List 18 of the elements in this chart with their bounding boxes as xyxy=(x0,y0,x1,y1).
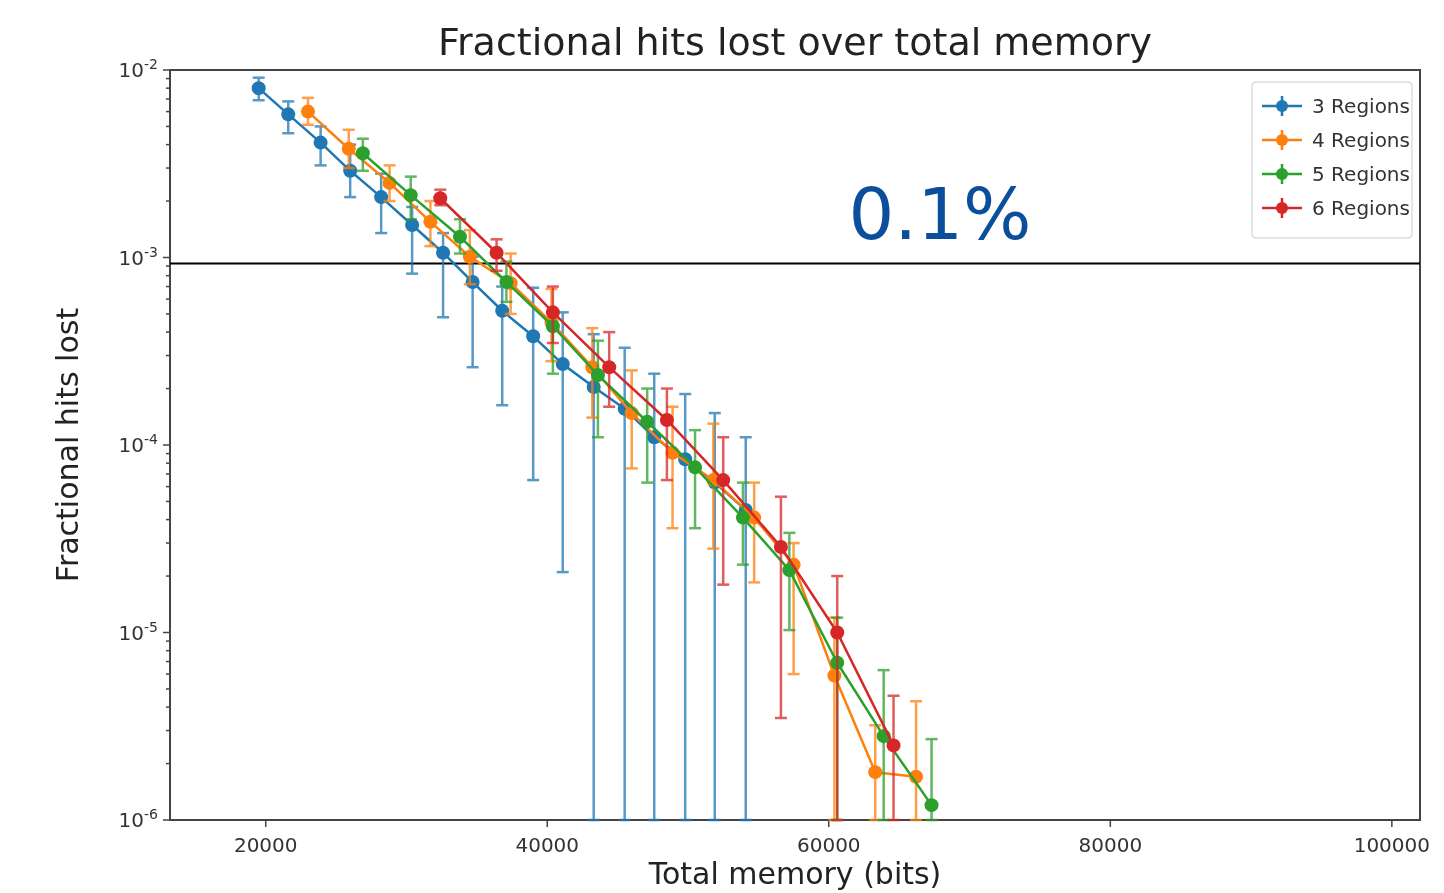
y-tick-label: 10$^{-3}$ xyxy=(118,243,158,270)
legend-label: 5 Regions xyxy=(1312,162,1410,186)
y-tick-label: 10$^{-6}$ xyxy=(118,806,159,832)
x-tick-label: 80000 xyxy=(1078,833,1143,857)
y-tick-label: 10$^{-4}$ xyxy=(118,431,159,457)
ref-line-label: 0.1% xyxy=(848,172,1032,257)
x-axis-title: Total memory (bits) xyxy=(647,856,942,891)
legend-label: 4 Regions xyxy=(1312,128,1410,152)
chart-title: Fractional hits lost over total memory xyxy=(437,20,1153,64)
x-tick-label: 100000 xyxy=(1353,833,1431,857)
y-tick-label: 10$^{-5}$ xyxy=(118,618,158,645)
x-tick-label: 60000 xyxy=(796,833,861,857)
legend-label: 6 Regions xyxy=(1312,196,1410,220)
y-axis-title: Fractional hits lost xyxy=(50,307,85,583)
y-tick-label: 10$^{-2}$ xyxy=(118,56,158,82)
legend-label: 3 Regions xyxy=(1312,94,1410,118)
x-tick-label: 20000 xyxy=(233,833,298,857)
x-tick-label: 40000 xyxy=(515,833,580,857)
